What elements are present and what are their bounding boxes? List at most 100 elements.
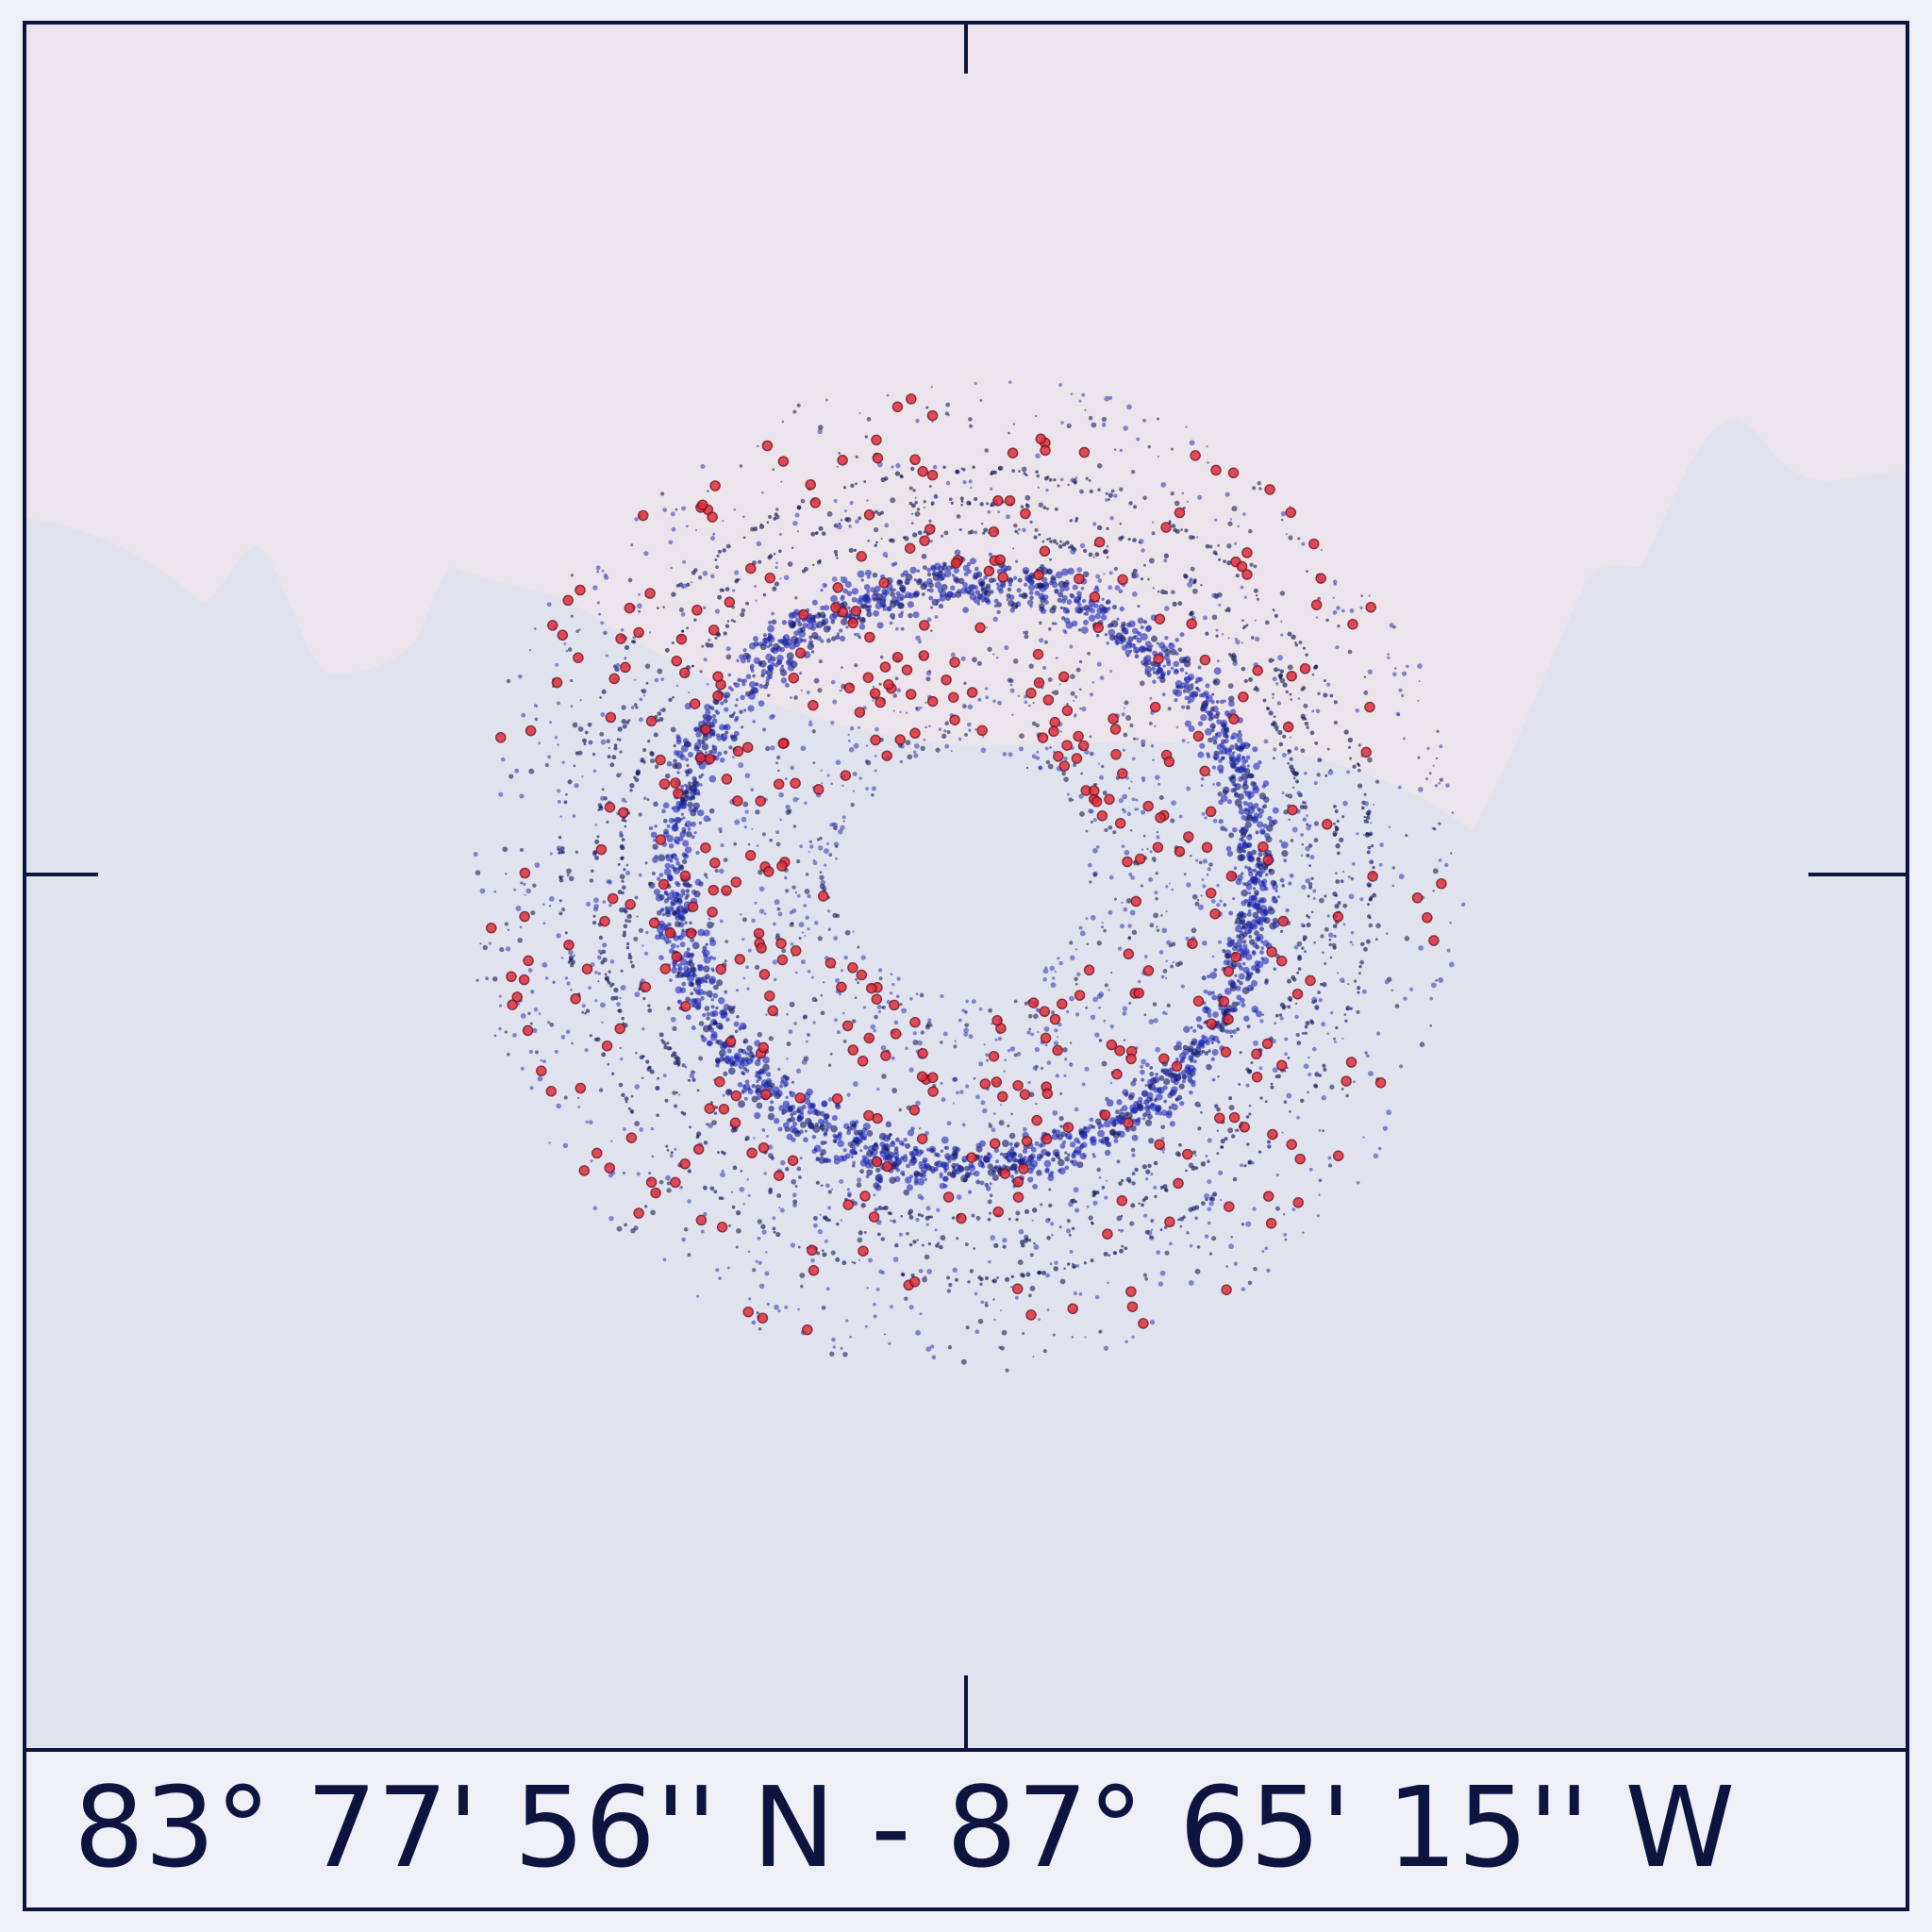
arc-dot — [662, 606, 665, 608]
arc-dot — [1068, 1233, 1072, 1237]
scatter-dot — [1346, 770, 1350, 774]
ring-dot — [1191, 1067, 1197, 1073]
scatter-dot — [1347, 649, 1353, 655]
scatter-dot — [619, 1046, 622, 1050]
scatter-dot — [1074, 1012, 1080, 1017]
scatter-dot — [574, 783, 579, 789]
arc-dot — [1274, 1074, 1278, 1078]
ring-dot — [692, 802, 700, 809]
ring-dot — [1234, 924, 1242, 933]
ring-dot — [899, 596, 904, 601]
arc-dot — [1278, 741, 1284, 747]
scatter-dot — [920, 707, 923, 709]
ring-dot — [1026, 1155, 1035, 1163]
ring-dot — [661, 912, 666, 917]
arc-dot — [1335, 893, 1339, 897]
scatter-dot — [806, 1040, 808, 1043]
scatter-dot — [1049, 558, 1053, 561]
scatter-dot — [1012, 547, 1015, 550]
ring-dot — [760, 673, 765, 678]
scatter-dot — [1059, 730, 1062, 733]
arc-dot — [1358, 972, 1361, 974]
scatter-dot — [1169, 1241, 1173, 1246]
scatter-dot — [1210, 898, 1216, 904]
arc-dot — [979, 502, 984, 507]
scatter-dot — [1280, 510, 1287, 517]
scatter-dot — [1351, 862, 1356, 866]
scatter-dot — [1403, 996, 1407, 1001]
ring-dot — [666, 760, 673, 767]
arc-dot — [1277, 673, 1284, 678]
scatter-dot — [754, 964, 760, 971]
ring-dot — [1207, 1013, 1212, 1018]
ring-dot — [986, 1158, 991, 1162]
scatter-dot — [1206, 445, 1208, 448]
ring-dot — [710, 998, 714, 1002]
scatter-dot — [1116, 1215, 1123, 1222]
scatter-dot — [1135, 798, 1139, 802]
scatter-dot — [877, 1009, 881, 1014]
scatter-dot — [769, 838, 774, 842]
scatter-dot — [895, 462, 901, 469]
scatter-dot — [884, 523, 890, 528]
ring-dot — [799, 672, 803, 675]
scatter-dot — [763, 1172, 767, 1175]
ring-dot — [1034, 590, 1041, 596]
arc-dot — [1019, 1240, 1025, 1245]
ring-dot — [685, 1014, 691, 1021]
scatter-dot — [735, 989, 740, 992]
scatter-dot — [774, 566, 778, 570]
arc-dot — [900, 1215, 904, 1218]
ring-dot — [833, 1140, 838, 1143]
ring-dot — [690, 982, 695, 988]
ring-dot — [850, 1155, 854, 1159]
scatter-dot — [1136, 437, 1141, 441]
scatter-dot — [991, 1127, 996, 1133]
ring-dot — [1079, 606, 1086, 612]
scatter-dot — [864, 1324, 868, 1328]
scatter-dot — [1378, 862, 1383, 867]
scatter-dot — [764, 1271, 770, 1276]
scatter-dot — [593, 904, 599, 909]
ring-dot — [1064, 1133, 1069, 1137]
arc-dot — [568, 955, 575, 960]
ring-dot — [1197, 751, 1205, 758]
ring-dot — [673, 758, 677, 763]
scatter-dot — [1040, 1203, 1043, 1207]
arc-dot — [908, 1215, 914, 1220]
arc-dot — [1291, 634, 1296, 640]
scatter-dot — [1131, 1153, 1136, 1158]
ring-dot — [1241, 1003, 1246, 1008]
ring-dot — [717, 997, 725, 1005]
scatter-dot — [1196, 536, 1199, 539]
ring-dot — [906, 1184, 913, 1191]
scatter-dot — [1079, 489, 1084, 494]
ring-dot — [758, 660, 763, 665]
ring-dot — [871, 593, 878, 601]
scatter-dot — [1324, 894, 1327, 898]
scatter-dot — [922, 1276, 927, 1283]
scatter-dot — [910, 522, 914, 525]
arc-dot — [1108, 492, 1113, 498]
scatter-dot — [978, 1007, 983, 1011]
ring-dot — [685, 996, 691, 1003]
scatter-dot — [1078, 688, 1082, 691]
scatter-dot — [797, 1307, 800, 1311]
ring-dot — [1242, 882, 1246, 886]
scatter-dot — [733, 508, 737, 511]
scatter-dot — [1326, 682, 1331, 687]
ring-dot — [1159, 676, 1166, 684]
ring-dot — [708, 1024, 712, 1028]
scatter-dot — [1211, 955, 1215, 958]
ring-dot — [776, 659, 782, 665]
arc-dot — [1177, 1218, 1180, 1222]
scatter-dot — [983, 1042, 986, 1046]
ring-dot — [1017, 577, 1023, 583]
scatter-dot — [858, 635, 861, 640]
scatter-dot — [1080, 772, 1083, 775]
ring-dot — [1246, 899, 1251, 903]
arc-dot — [687, 1078, 691, 1082]
arc-dot — [1208, 1196, 1213, 1201]
ring-dot — [1240, 764, 1247, 771]
scatter-dot — [1074, 948, 1077, 951]
